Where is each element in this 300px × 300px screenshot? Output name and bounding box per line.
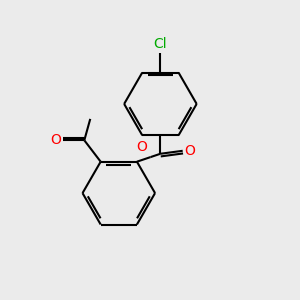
- Text: O: O: [137, 140, 148, 154]
- Text: Cl: Cl: [154, 38, 167, 51]
- Text: O: O: [50, 133, 61, 147]
- Text: O: O: [184, 144, 195, 158]
